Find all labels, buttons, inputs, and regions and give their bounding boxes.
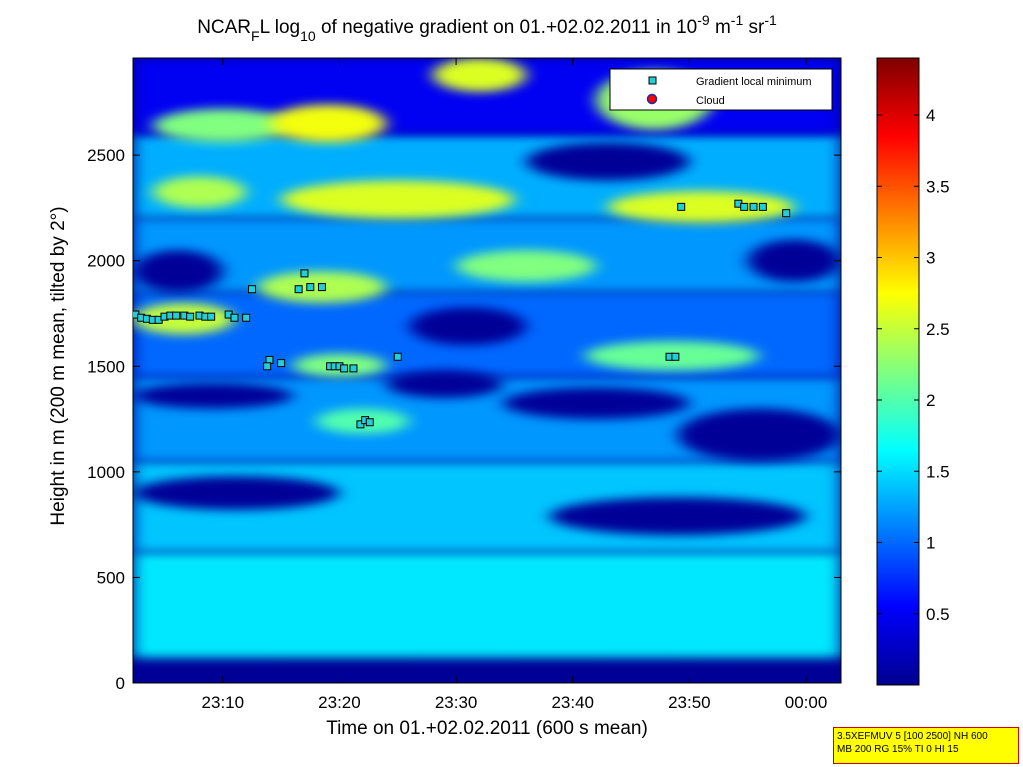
gradient-minimum-marker (671, 352, 680, 361)
legend-label-cloud: Cloud (696, 95, 725, 107)
colorbar-tick-label: 2.5 (926, 320, 950, 339)
gradient-minimum-marker (294, 285, 303, 294)
y-tick-label: 0 (116, 674, 125, 693)
gradient-minimum-marker (749, 202, 758, 211)
x-tick-label: 23:50 (668, 693, 711, 712)
heatmap-layer (133, 58, 841, 683)
x-tick-label: 23:10 (202, 693, 245, 712)
x-axis: 23:10 23:20 23:30 23:40 23:50 00:00 (202, 58, 828, 712)
gradient-minimum-marker (349, 364, 358, 373)
y-axis: 0 500 1000 1500 2000 2500 (87, 146, 841, 693)
heatmap-blob (409, 307, 527, 346)
gradient-minimum-marker (300, 269, 309, 278)
info-line-2: MB 200 RG 15% TI 0 HI 15 (837, 744, 959, 755)
gradient-minimum-marker (758, 202, 767, 211)
gradient-minimum-marker (782, 209, 791, 218)
y-axis-label: Height in m (200 m mean, tilted by 2°) (48, 206, 69, 525)
y-tick-label: 2500 (87, 146, 125, 165)
plot-area-frame (132, 57, 842, 684)
heatmap-blob (607, 191, 795, 223)
heatmap-blob (526, 142, 690, 181)
chart-title: NCARFL log10 of negative gradient on 01.… (197, 12, 777, 44)
heatmap-blob (432, 58, 527, 92)
gradient-minimum-marker (393, 352, 402, 361)
x-tick-label: 23:40 (551, 693, 594, 712)
y-tick-label: 1000 (87, 463, 125, 482)
gradient-minimum-marker (356, 420, 365, 429)
gradient-minimum-marker (365, 418, 374, 427)
colorbar-ticks: 0.5 1 1.5 2 2.5 3 3.5 4 (877, 106, 950, 624)
gradient-minimum-marker (340, 364, 349, 373)
heatmap-blob (133, 250, 223, 293)
colorbar-tick-label: 1 (926, 534, 935, 553)
gradient-minimum-marker (317, 283, 326, 292)
heatmap-blob (133, 383, 293, 409)
info-line-1: 3.5XEFMUV 5 [100 2500] NH 600 (837, 731, 988, 742)
colorbar-tick-label: 0.5 (926, 605, 950, 624)
colorbar-tick-label: 4 (926, 106, 935, 125)
y-tick-label: 2000 (87, 252, 125, 271)
colorbar: 0.5 1 1.5 2 2.5 3 3.5 4 (876, 57, 950, 686)
legend-marker-circle (646, 93, 658, 105)
heatmap-blob (549, 497, 807, 536)
gradient-minimum-marker (186, 312, 195, 321)
gradient-minimum-marker (172, 311, 181, 320)
x-tick-label: 00:00 (785, 693, 828, 712)
x-tick-label: 23:30 (435, 693, 478, 712)
heatmap-blob (677, 408, 841, 462)
gradient-minimum-marker (230, 313, 239, 322)
legend-marker-square (648, 76, 657, 85)
legend: Gradient local minimum Cloud (609, 68, 833, 111)
colorbar-tick-label: 1.5 (926, 462, 950, 481)
legend-box (609, 68, 833, 111)
heatmap-blob (133, 476, 340, 510)
x-axis-label: Time on 01.+02.02.2011 (600 s mean) (326, 718, 648, 739)
settings-info-box: 3.5XEFMUV 5 [100 2500] NH 600 MB 200 RG … (833, 727, 1019, 764)
heatmap-blob (281, 180, 515, 219)
colorbar-gradient (876, 57, 920, 686)
y-tick-label: 1500 (87, 357, 125, 376)
gradient-minimum-marker (247, 285, 256, 294)
heatmap-blob (152, 176, 247, 208)
heatmap-blob (152, 108, 293, 143)
legend-label-gradient: Gradient local minimum (696, 76, 812, 88)
heatmap-blob (456, 250, 597, 282)
colorbar-tick-label: 3 (926, 249, 935, 268)
gradient-minimum-marker (277, 359, 286, 368)
heatmap-blob (747, 239, 841, 282)
heatmap-blob (502, 387, 690, 420)
gradient-minimum-marker (207, 312, 216, 321)
gradient-minimum-marker (677, 202, 686, 211)
gradient-minimum-marker (242, 313, 251, 322)
heatmap-blob (386, 370, 503, 398)
gradient-minimum-marker (263, 362, 272, 371)
x-tick-label: 23:20 (318, 693, 361, 712)
y-tick-label: 500 (97, 568, 125, 587)
heatmap-blob (269, 104, 387, 143)
heatmap-band (133, 552, 841, 658)
series-markers (133, 199, 791, 429)
gradient-minimum-marker (740, 202, 749, 211)
colorbar-tick-label: 3.5 (926, 177, 950, 196)
gradient-minimum-marker (306, 283, 315, 292)
colorbar-tick-label: 2 (926, 391, 935, 410)
